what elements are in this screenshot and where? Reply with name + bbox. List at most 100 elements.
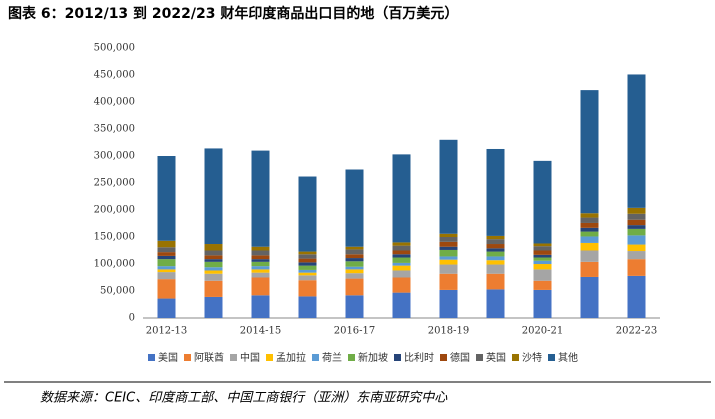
bar-segment [627,244,646,252]
bar-segment [298,269,317,273]
bar-segment [251,266,270,270]
bar-segment [486,289,505,318]
bar-segment [298,254,317,259]
legend-label: 孟加拉 [276,351,306,364]
y-tick-label: 0 [129,313,135,324]
legend-label: 阿联酋 [194,351,224,364]
bar-segment [486,273,505,290]
bar-segment [533,250,552,255]
bar-segment [627,225,646,229]
legend-swatch [548,354,555,361]
bar-segment [392,265,411,271]
bar-segment [439,249,458,257]
bar-segment [627,259,646,276]
bar-segment [157,259,176,267]
bar-segment [627,219,646,226]
bar-segment [251,255,270,260]
x-tick-label: 2018-19 [428,326,470,337]
bar-segment [251,277,270,296]
bar-segment [392,154,411,243]
bar-segment [298,280,317,297]
bar-segment [251,150,270,247]
bar-segment [157,272,176,280]
legend-swatch [230,354,237,361]
bar-segment [345,249,364,255]
bar-segment [251,295,270,318]
x-tick-label: 2020-21 [522,326,564,337]
bar-segment [298,265,317,270]
y-tick-label: 100,000 [94,259,135,270]
bar-segment [627,251,646,260]
bar-segment [204,267,223,271]
bar-segment [533,254,552,258]
bar-segment [204,244,223,251]
legend-label: 其他 [558,351,578,364]
bar-segment [533,260,552,264]
legend-label: 中国 [240,351,260,364]
bar-segment [580,261,599,277]
bar-segment [580,213,599,218]
y-tick-label: 350,000 [94,124,135,135]
bar-segment [580,236,599,243]
source-note: 数据来源：CEIC、印度商工部、中国工商银行（亚洲）东南亚研究中心 [40,390,448,406]
bar-segment [251,259,270,262]
y-tick-label: 500,000 [94,43,135,54]
x-tick-label: 2022-23 [616,326,658,337]
bar-segment [486,251,505,257]
bar-segment [392,250,411,255]
bar-segment [204,261,223,268]
bar-segment [204,255,223,260]
bar-segment [345,273,364,279]
legend-swatch [394,354,401,361]
bar-segment [251,246,270,251]
bar-segment [345,258,364,262]
bar-segment [298,258,317,263]
y-tick-label: 50,000 [100,286,135,297]
bar-segment [486,248,505,252]
bar-segment [298,275,317,281]
bar-segment [157,247,176,253]
y-tick-label: 400,000 [94,97,135,108]
bar-segment [580,242,599,251]
legend-label: 荷兰 [322,351,342,364]
bar-segment [392,277,411,293]
bar-segment [580,227,599,232]
bar-segment [204,280,223,297]
bar-segment [251,250,270,256]
bar-segment [533,269,552,281]
bar-segment [627,228,646,236]
bar-segment [627,235,646,245]
bar-segment [298,272,317,276]
bar-segment [439,139,458,234]
x-tick-label: 2012-13 [146,326,188,337]
legend-swatch [512,354,519,361]
bar-segment [392,242,411,246]
bar-segment [439,246,458,250]
legend-swatch [312,354,319,361]
bar-segment [157,240,176,248]
bar-segment [580,250,599,262]
bar-segment [298,296,317,318]
legend-swatch [476,354,483,361]
bar-segment [627,275,646,318]
bar-segment [580,90,599,214]
bar-segment [486,235,505,240]
bar-segment [439,273,458,290]
bar-segment [298,176,317,252]
bar-segment [298,262,317,266]
bar-segment [345,266,364,270]
legend-swatch [148,354,155,361]
bar-segment [204,259,223,262]
bar-segment [157,156,176,241]
y-tick-label: 200,000 [94,205,135,216]
legend-label: 美国 [158,351,178,364]
bar-segment [345,278,364,296]
legend-label: 沙特 [522,352,542,364]
bar-segment [345,254,364,259]
bar-segment [345,261,364,267]
bar-segment [439,289,458,318]
legend-swatch [184,354,191,361]
bar-segment [533,160,552,244]
bar-segment [580,231,599,237]
